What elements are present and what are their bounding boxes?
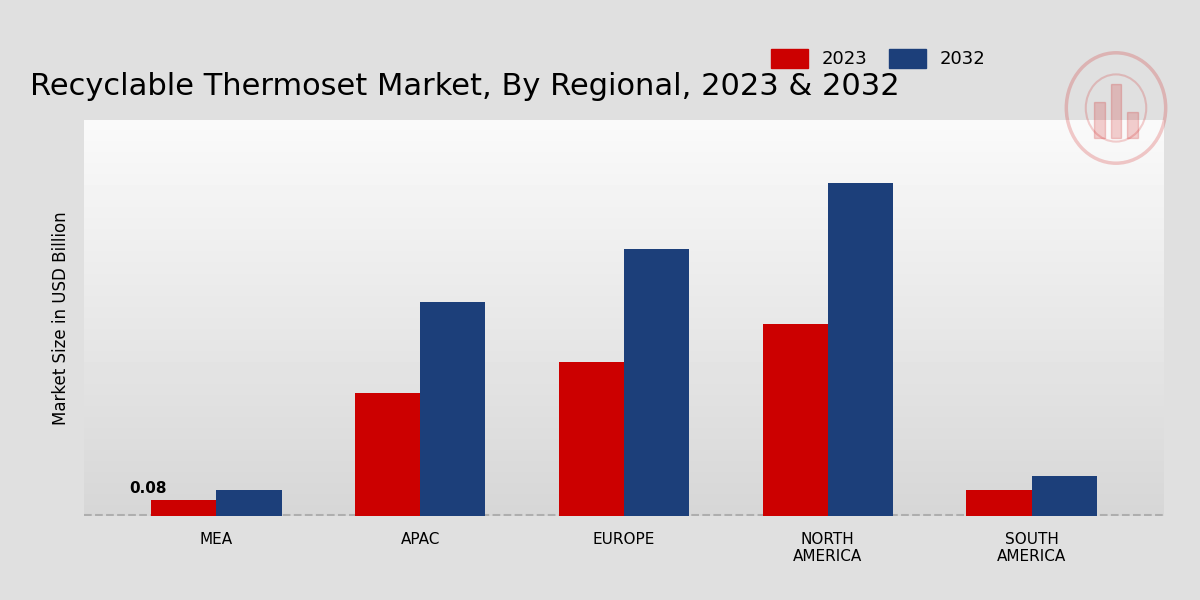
Bar [1094, 102, 1105, 138]
Text: 0.08: 0.08 [128, 481, 167, 496]
Bar [966, 490, 1032, 516]
Bar [762, 324, 828, 516]
Bar [1111, 84, 1121, 138]
Y-axis label: Market Size in USD Billion: Market Size in USD Billion [52, 211, 70, 425]
Bar [216, 490, 282, 516]
Bar [828, 184, 893, 516]
Bar [420, 302, 486, 516]
Bar [1127, 112, 1138, 138]
Bar [151, 500, 216, 516]
Text: Recyclable Thermoset Market, By Regional, 2023 & 2032: Recyclable Thermoset Market, By Regional… [30, 72, 900, 101]
Bar [559, 362, 624, 516]
Bar [355, 393, 420, 516]
Bar [1032, 476, 1097, 516]
Bar [624, 248, 689, 516]
Legend: 2023, 2032: 2023, 2032 [764, 42, 992, 76]
